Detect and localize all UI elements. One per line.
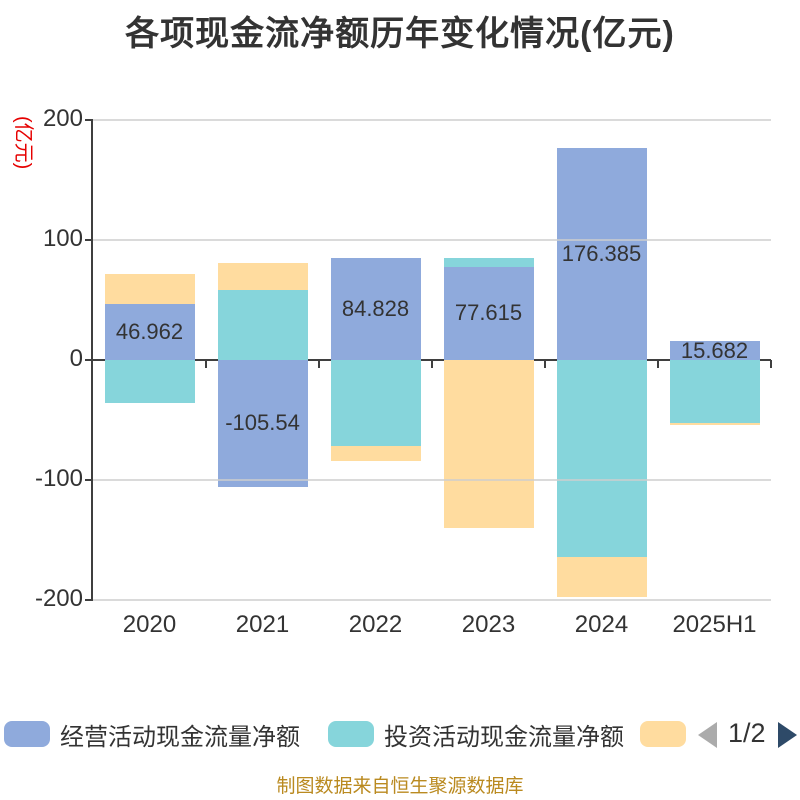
legend-item-operating[interactable]: 经营活动现金流量净额 xyxy=(4,718,300,751)
bar-value-label: 176.385 xyxy=(561,241,642,267)
y-axis-tick xyxy=(85,599,93,601)
x-axis-tick xyxy=(205,360,207,368)
x-axis-label: 2024 xyxy=(574,611,629,638)
bar-investing-2022 xyxy=(330,360,421,447)
x-axis-label: 2023 xyxy=(461,611,516,638)
bar-investing-2025H1 xyxy=(669,360,760,423)
y-axis-label: -200 xyxy=(34,585,83,612)
y-axis-tick xyxy=(85,479,93,481)
bar-value-label: 46.962 xyxy=(115,318,184,344)
bar-value-label: 15.682 xyxy=(680,337,749,363)
x-axis-label: 2022 xyxy=(348,611,403,638)
x-axis-tick xyxy=(544,360,546,368)
legend-label-operating: 经营活动现金流量净额 xyxy=(60,723,300,751)
gridline xyxy=(93,599,771,601)
bar-financing-2023 xyxy=(443,360,534,529)
x-axis-label: 2025H1 xyxy=(672,611,757,638)
y-axis-label: 0 xyxy=(69,345,83,372)
y-axis-tick xyxy=(85,119,93,121)
gridline xyxy=(93,239,771,241)
x-axis-label: 2020 xyxy=(122,611,177,638)
legend-swatch-investing xyxy=(328,721,374,747)
gridline xyxy=(93,119,771,121)
pager-prev-icon[interactable] xyxy=(698,722,717,748)
chart-title: 各项现金流净额历年变化情况(亿元) xyxy=(125,15,675,53)
x-axis-tick xyxy=(657,360,659,368)
y-axis-tick xyxy=(85,359,93,361)
gridline xyxy=(93,479,771,481)
bar-operating-2025H1 xyxy=(669,341,760,360)
bar-investing-2021 xyxy=(217,289,308,360)
bar-value-label: 77.615 xyxy=(454,300,523,326)
bar-value-label: 84.828 xyxy=(341,296,410,322)
legend-bar: 经营活动现金流量净额 投资活动现金流量净额 1/2 xyxy=(0,718,800,754)
bar-financing-2021 xyxy=(217,262,308,290)
bar-value-label: -105.54 xyxy=(225,410,300,436)
bar-operating-2021 xyxy=(217,360,308,487)
bar-financing-2024 xyxy=(556,556,647,597)
legend-item-financing[interactable] xyxy=(640,718,696,750)
x-axis-tick xyxy=(318,360,320,368)
legend-label-investing: 投资活动现金流量净额 xyxy=(384,723,624,751)
bar-investing-2023 xyxy=(443,258,534,267)
y-axis-label: -100 xyxy=(34,465,83,492)
pager-page-indicator: 1/2 xyxy=(728,718,766,748)
bar-operating-2024 xyxy=(556,148,647,360)
bar-financing-2025H1 xyxy=(669,423,760,425)
bar-operating-2022 xyxy=(330,258,421,360)
y-axis-label: 100 xyxy=(42,225,83,252)
data-source-note: 制图数据来自恒生聚源数据库 xyxy=(276,776,524,797)
x-axis-tick xyxy=(770,360,772,368)
bar-financing-2022 xyxy=(330,446,421,461)
bar-operating-2023 xyxy=(443,266,534,360)
bar-investing-2024 xyxy=(556,360,647,557)
y-axis-label: 200 xyxy=(42,105,83,132)
bar-financing-2020 xyxy=(104,274,195,304)
x-axis-label: 2021 xyxy=(235,611,290,638)
x-axis-tick xyxy=(431,360,433,368)
y-axis-tick xyxy=(85,239,93,241)
legend-swatch-operating xyxy=(4,721,50,747)
legend-item-investing[interactable]: 投资活动现金流量净额 xyxy=(328,718,624,751)
bar-investing-2020 xyxy=(104,360,195,403)
legend-swatch-financing xyxy=(640,721,686,747)
plot-area: 200 100 0 -100 -200 2020 2021 2022 2023 2024 2025H… xyxy=(34,105,772,638)
pager-next-icon[interactable] xyxy=(778,722,797,748)
bar-operating-2020 xyxy=(104,303,195,360)
